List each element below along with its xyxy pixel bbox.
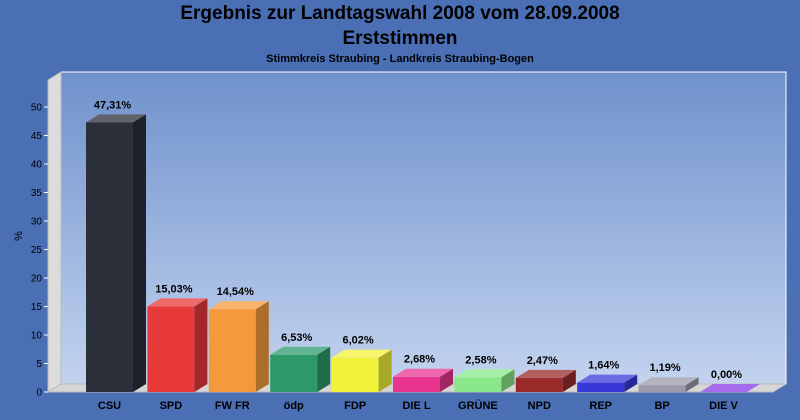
- data-label: 47,31%: [94, 99, 132, 111]
- x-tick-label: ödp: [284, 400, 304, 412]
- y-tick-label: 5: [36, 359, 42, 370]
- x-tick-label: DIE V: [709, 400, 738, 412]
- x-tick-label: CSU: [98, 400, 121, 412]
- chart-subtitle: Stimmkreis Straubing - Landkreis Straubi…: [266, 53, 534, 65]
- data-label: 2,58%: [465, 354, 496, 366]
- y-tick-label: 40: [31, 160, 43, 171]
- bar-grüne: [454, 369, 515, 392]
- x-tick-label: NPD: [528, 400, 551, 412]
- data-label: 1,64%: [588, 360, 619, 372]
- data-label: 0,00%: [711, 369, 742, 381]
- y-axis-label: %: [13, 231, 25, 241]
- bar-bp: [638, 377, 699, 392]
- data-label: 6,02%: [342, 335, 373, 347]
- chart-title: Ergebnis zur Landtagswahl 2008 vom 28.09…: [180, 3, 620, 24]
- bar-spd: [147, 298, 208, 392]
- y-tick-label: 45: [31, 131, 43, 142]
- data-label: 15,03%: [155, 283, 193, 295]
- x-tick-label: REP: [589, 400, 612, 412]
- data-label: 1,19%: [649, 362, 680, 374]
- y-tick-label: 35: [31, 188, 43, 199]
- bar-die-v: [700, 384, 760, 392]
- bar-npd: [515, 369, 576, 392]
- data-label: 14,54%: [217, 286, 255, 298]
- data-label: 2,68%: [404, 354, 435, 366]
- plot-left-wall: [47, 71, 62, 393]
- y-tick-label: 30: [31, 217, 43, 228]
- y-tick-label: 0: [36, 388, 42, 399]
- bar-fw-fr: [208, 301, 269, 392]
- x-tick-label: GRÜNE: [458, 399, 498, 412]
- data-label: 6,53%: [281, 332, 312, 344]
- x-tick-label: FDP: [344, 400, 366, 412]
- bar-die-l: [393, 368, 453, 392]
- bar-fdp: [331, 349, 392, 392]
- y-tick-label: 20: [31, 274, 43, 285]
- chart-title-line2: Erststimmen: [342, 28, 458, 49]
- bar-ödp: [270, 346, 331, 392]
- x-tick-label: SPD: [160, 400, 183, 412]
- bar-csu: [86, 114, 146, 392]
- y-tick-label: 25: [31, 245, 43, 256]
- x-tick-label: BP: [654, 400, 669, 412]
- bar-rep: [577, 374, 638, 392]
- y-tick-label: 15: [31, 302, 43, 313]
- y-tick-label: 10: [31, 331, 43, 342]
- x-tick-label: FW FR: [215, 400, 250, 412]
- x-tick-label: DIE L: [402, 400, 430, 412]
- y-tick-label: 50: [31, 103, 43, 114]
- data-label: 2,47%: [527, 355, 558, 367]
